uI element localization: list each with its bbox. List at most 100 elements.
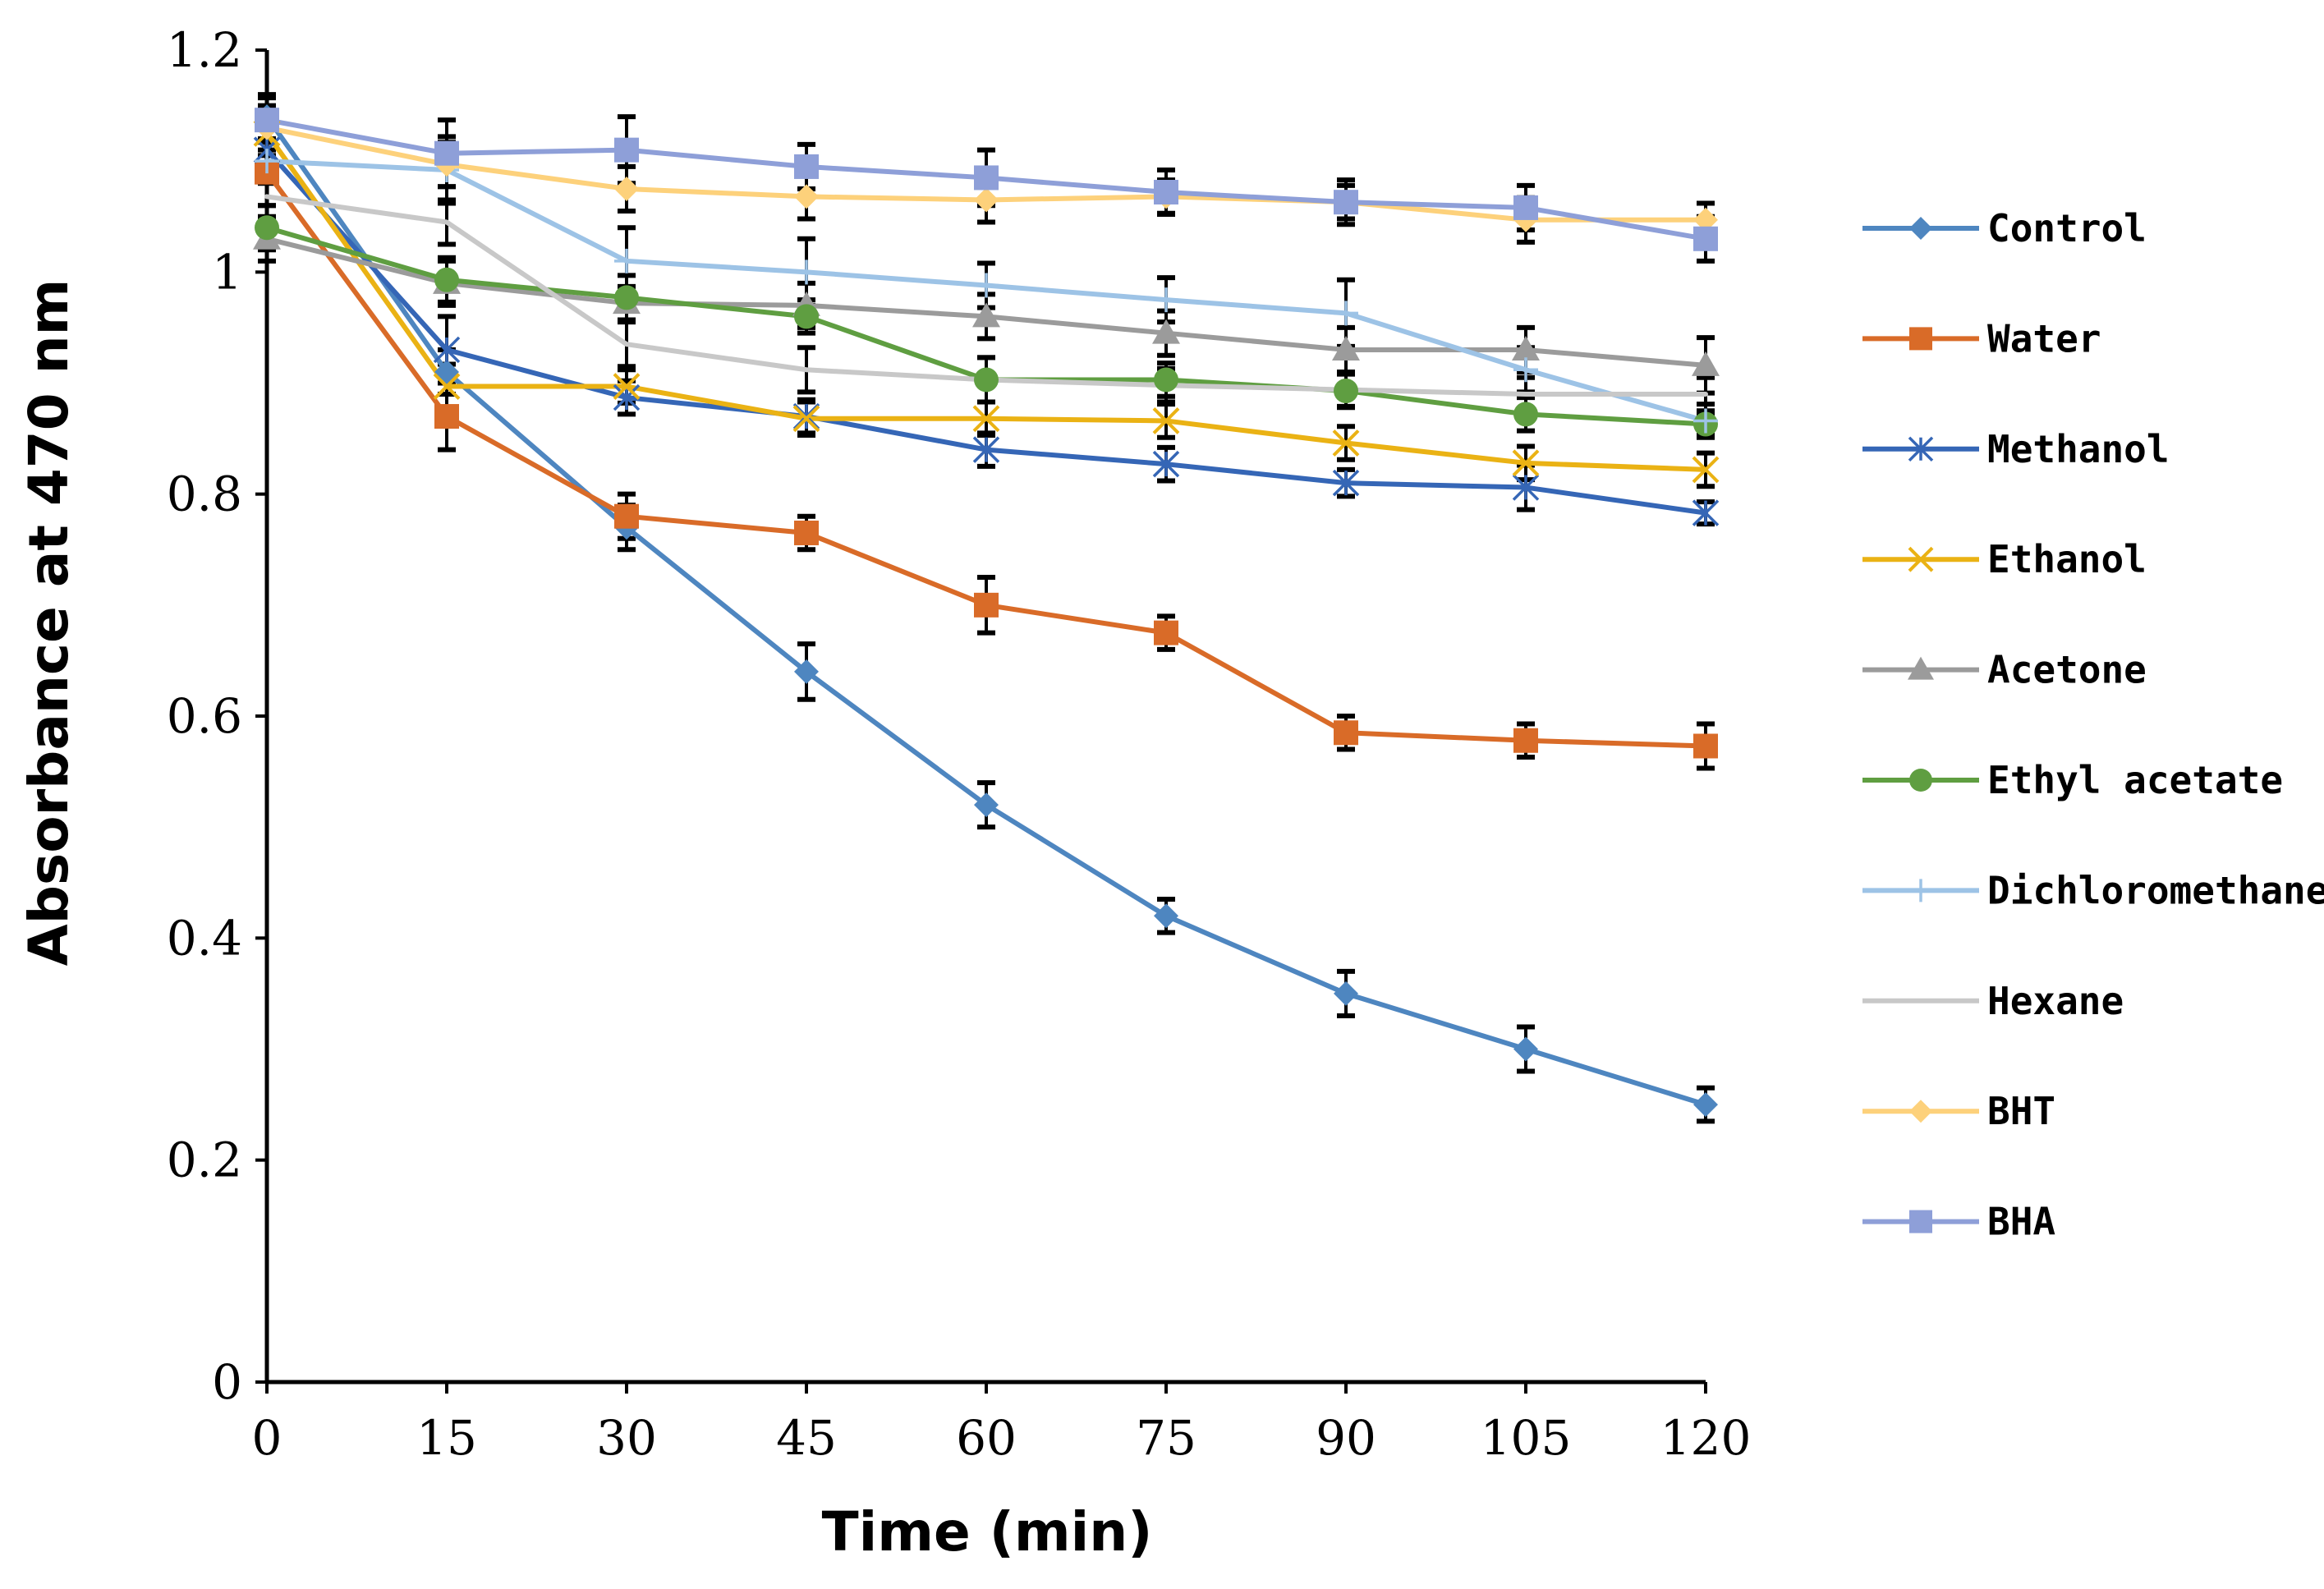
legend-item-bha: BHA [1862,1200,2055,1244]
ethyl-acetate-point [974,367,999,393]
y-tick-label: 1 [212,244,242,300]
legend-swatch-marker [1909,879,1932,902]
legend-label: BHT [1987,1089,2055,1133]
ethanol-point [1512,449,1540,477]
methanol-point [1692,499,1720,526]
acetone-point [1512,335,1540,361]
y-tick-label: 0.8 [167,466,242,522]
bha-point [434,140,459,166]
legend-item-water: Water [1862,316,2101,361]
dichloromethane-point [1334,301,1358,326]
y-tick-label: 0.2 [167,1132,242,1188]
dichloromethane-point [974,273,999,298]
legend-swatch-marker [1908,546,1934,572]
x-tick-label: 45 [776,1410,837,1466]
ethanol-point [613,373,641,400]
water-point [1334,720,1358,746]
legend-label: Control [1987,206,2147,250]
y-tick-label: 0 [212,1354,242,1410]
x-tick-label: 0 [252,1410,282,1466]
ethanol-point [1152,407,1180,434]
acetone-point [1692,351,1720,376]
legend-item-dichloromethane: Dichloromethane [1862,868,2324,912]
methanol-point [1152,450,1180,478]
acetone-point [1152,319,1180,344]
ethyl-acetate-point [1513,402,1538,427]
control-point [794,659,819,684]
legend-label: Water [1987,316,2101,361]
bha-point [1334,190,1358,215]
methanol-point [613,383,641,411]
x-tick-label: 15 [416,1410,477,1466]
bha-point [1693,226,1718,251]
bht-point [794,184,819,209]
legend-label: Acetone [1987,648,2147,692]
legend-swatch-marker [1909,769,1932,792]
bha-point [1513,195,1538,220]
ethanol-point [972,405,1000,433]
water-point [974,592,999,618]
legend-label: Hexane [1987,979,2124,1023]
water-point [1693,733,1718,759]
ethyl-acetate-point [614,285,639,310]
ethyl-acetate-point [434,267,459,292]
bht-point [614,176,639,201]
control-point [1154,903,1178,929]
water-point [434,404,459,429]
bht-point [974,187,999,213]
legend-item-bht: BHT [1862,1089,2055,1133]
axes [255,48,1707,1394]
water-point [1513,728,1538,753]
y-tick-label: 1.2 [167,22,242,78]
legend-item-acetone: Acetone [1862,648,2147,692]
bha-point [794,154,819,179]
bha-point [255,108,279,133]
control-point [974,792,999,818]
control-point [1513,1036,1538,1062]
water-point [794,520,819,545]
water-point [1154,620,1178,645]
control-point [1693,1092,1718,1118]
ethyl-acetate-point [1154,367,1178,393]
x-tick-label: 105 [1481,1410,1572,1466]
legend-label: Methanol [1987,427,2170,471]
bha-point [1154,180,1178,205]
x-tick-label: 75 [1136,1410,1196,1466]
y-axis-title: Absorbance at 470 nm [17,279,80,967]
ethanol-point [1692,456,1720,484]
y-tick-label: 0.4 [167,910,242,966]
control-point [1334,980,1358,1006]
legend-label: Ethyl acetate [1987,758,2283,802]
dichloromethane-point [614,248,639,273]
methanol-point [1512,474,1540,501]
bht-point [1693,207,1718,232]
legend-item-ethyl-acetate: Ethyl acetate [1862,758,2283,802]
legend-item-control: Control [1862,206,2147,250]
dichloromethane-point [1154,287,1178,313]
legend-item-methanol: Methanol [1862,427,2170,471]
ethyl-acetate-point [794,304,819,329]
legend-item-ethanol: Ethanol [1862,537,2147,581]
ethyl-acetate-point [255,215,279,241]
dichloromethane-point [255,149,279,174]
ethyl-acetate-point [1334,378,1358,403]
acetone-point [1332,335,1360,361]
bha-point [974,165,999,191]
legend-item-hexane: Hexane [1862,979,2124,1023]
legend-swatch-marker [1909,1100,1932,1123]
x-tick-label: 90 [1316,1410,1376,1466]
water-point [614,503,639,529]
dichloromethane-point [1513,357,1538,383]
methanol-point [433,336,461,364]
methanol-point [1332,469,1360,497]
tick-labels: 0 0.2 0.4 0.6 0.8 1 1.2 0 15 30 45 60 75 90 105 120 [167,22,1752,1466]
legend-label: BHA [1987,1200,2055,1244]
dichloromethane-point [1693,408,1718,434]
series-markers [253,104,1720,1118]
x-axis-title: Time (min) [822,1500,1153,1564]
legend-swatch-marker [1909,217,1932,240]
bha-point [614,137,639,163]
methanol-point [972,436,1000,463]
